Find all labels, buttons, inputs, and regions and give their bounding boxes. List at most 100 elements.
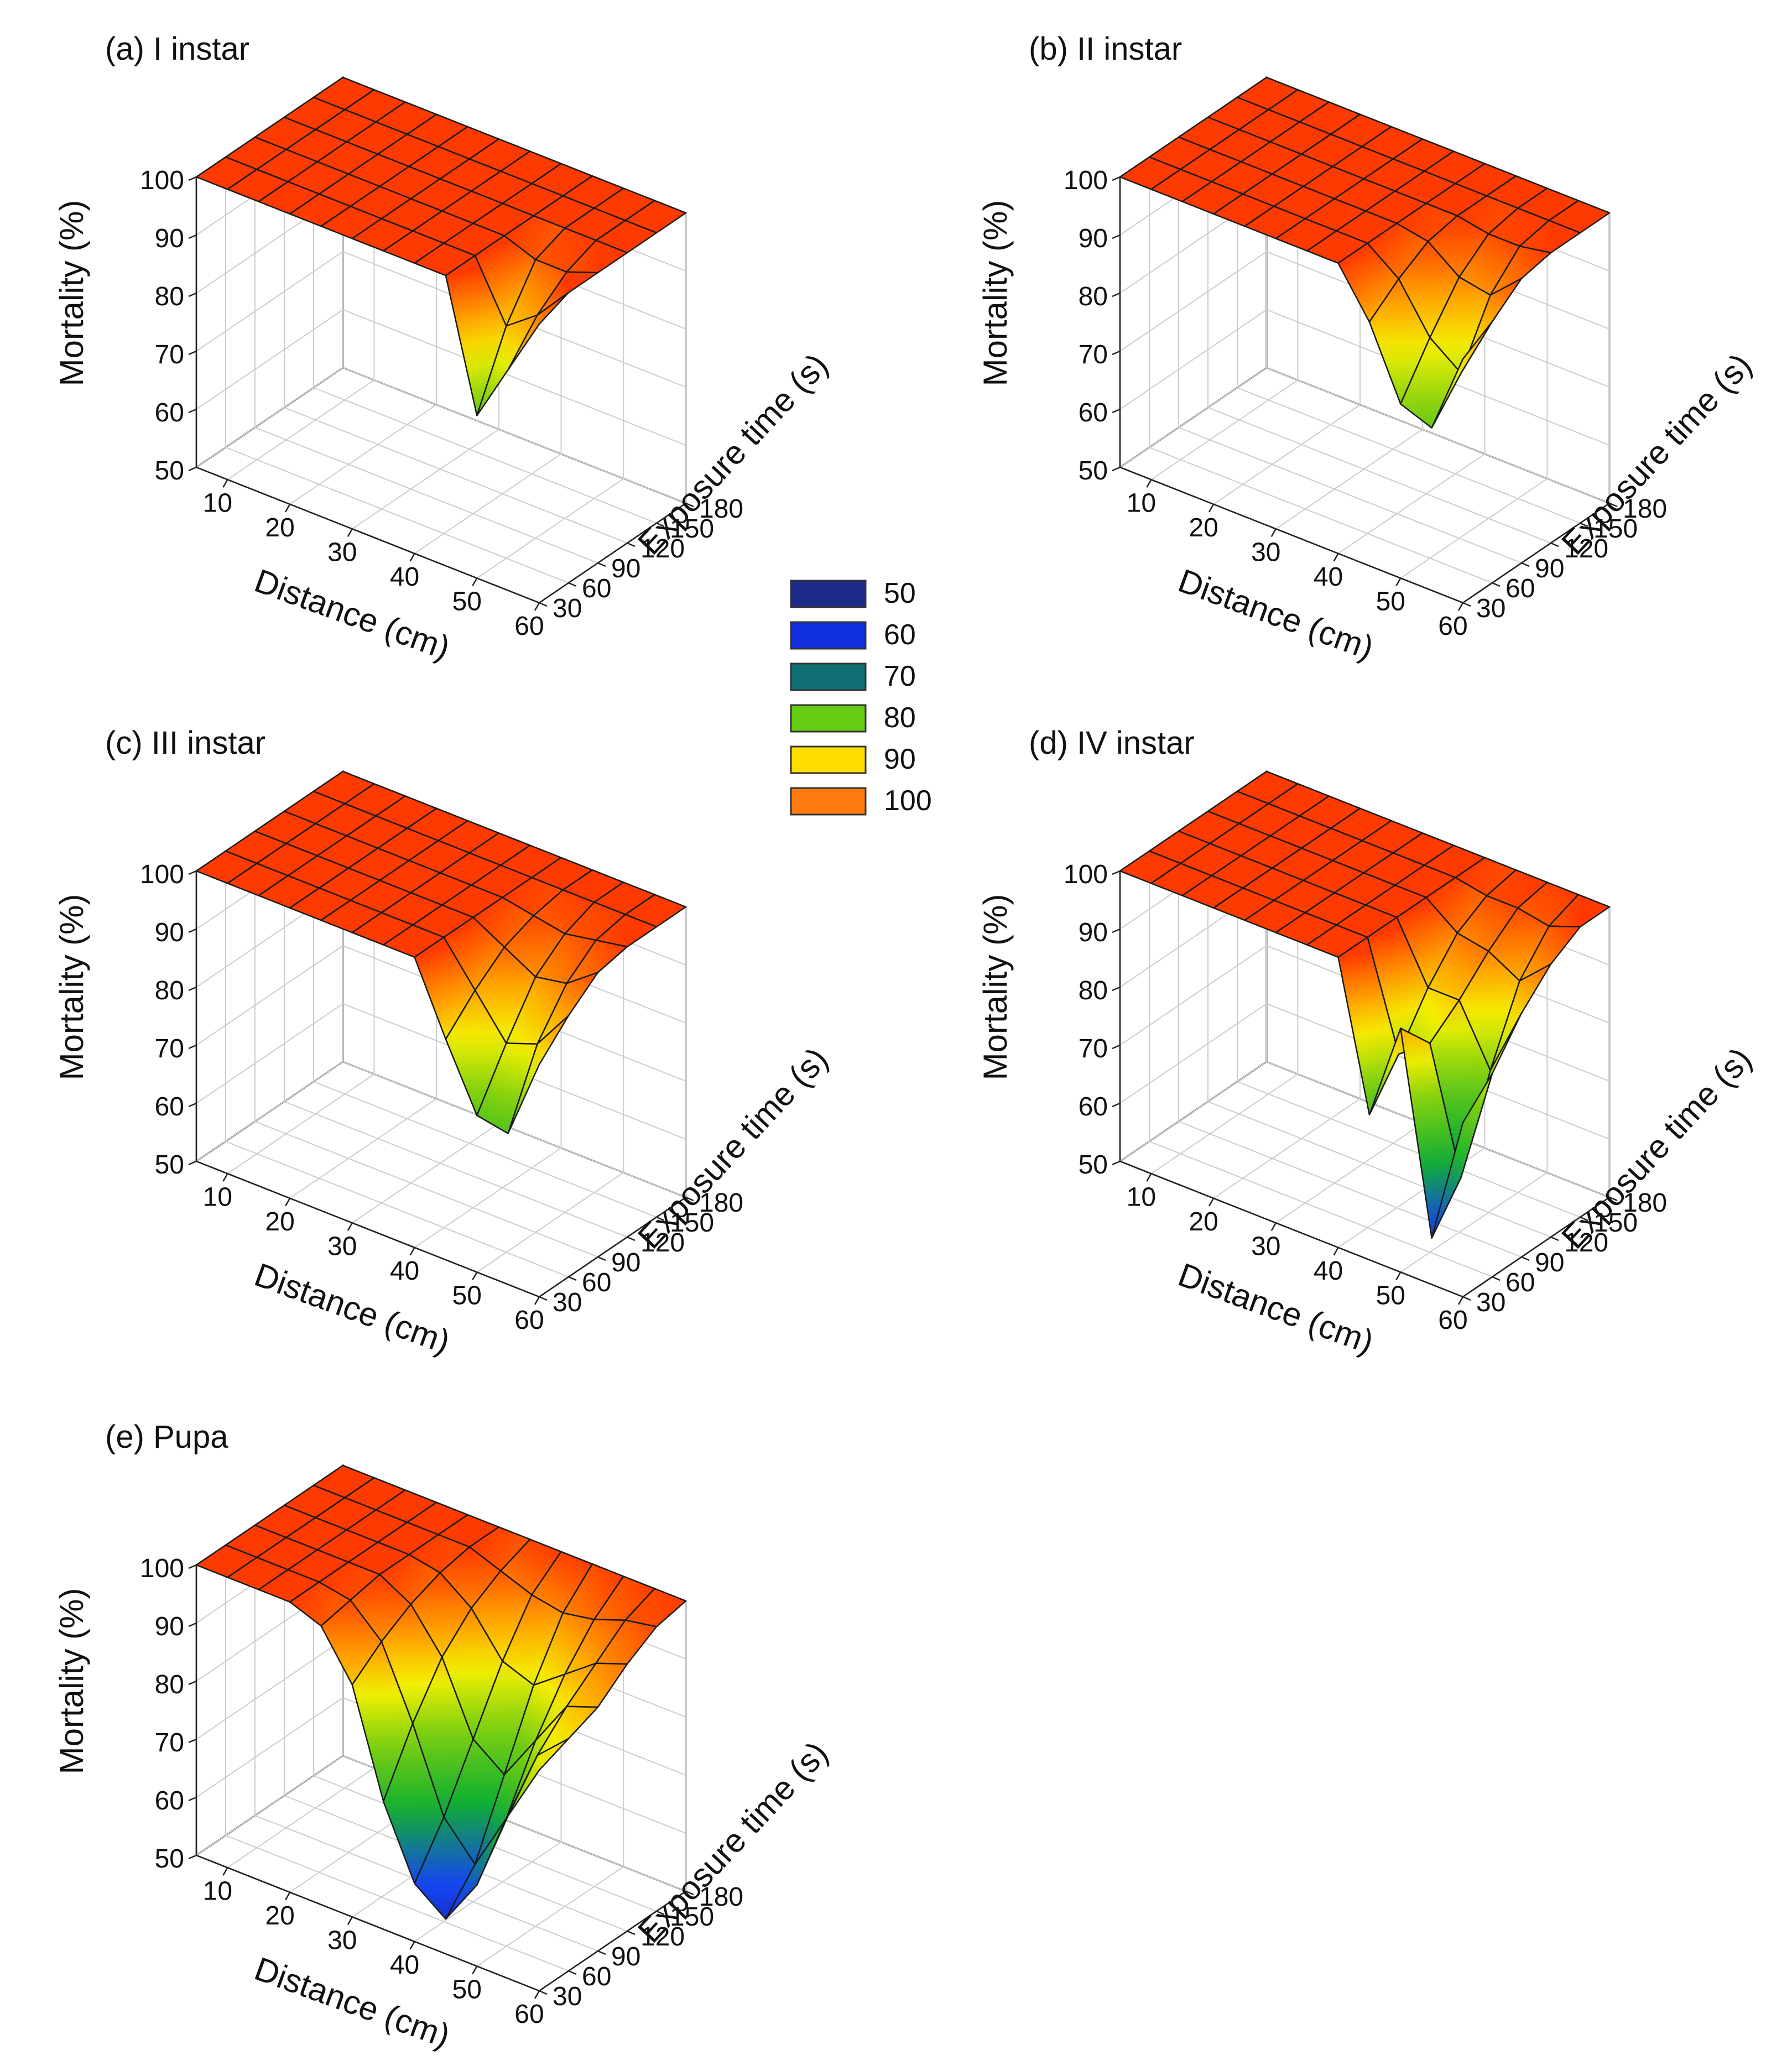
x-tick-label: 10 [203, 1876, 232, 1906]
x-axis-line [196, 466, 540, 604]
z-tick [188, 1102, 197, 1108]
z-tick-label: 50 [155, 456, 184, 486]
z-tick-label: 80 [1079, 976, 1108, 1005]
axes [1119, 177, 1610, 604]
z-tick-label: 70 [1079, 340, 1108, 369]
x-tick-label: 10 [1127, 488, 1156, 518]
y-axis-title: Exposure time (s) [1554, 346, 1759, 562]
z-tick-label: 80 [155, 1670, 184, 1699]
x-tick [1457, 1296, 1464, 1305]
surface [195, 770, 687, 1134]
y-tick-label: 180 [1623, 494, 1667, 524]
x-tick-label: 10 [203, 488, 232, 518]
x-tick [534, 1296, 540, 1305]
y-tick-label: 60 [582, 1268, 611, 1297]
z-tick-label: 50 [1079, 456, 1108, 486]
y-tick [1492, 582, 1501, 587]
x-axis-title: Distance (cm) [250, 1256, 455, 1361]
z-axis-title: Mortality (%) [977, 200, 1014, 387]
x-axis-line [196, 1160, 540, 1298]
x-tick-label: 40 [390, 1950, 419, 1980]
z-tick-label: 50 [1079, 1150, 1108, 1180]
y-axis-title: Exposure time (s) [1554, 1040, 1759, 1256]
x-axis-title: Distance (cm) [1174, 562, 1379, 667]
z-tick-label: 80 [155, 282, 184, 311]
x-tick-label: 60 [514, 612, 544, 641]
y-tick [568, 1276, 577, 1281]
x-tick-label: 40 [390, 562, 419, 592]
x-tick [534, 602, 540, 611]
legend-label-90: 90 [884, 743, 916, 775]
x-tick [409, 553, 415, 562]
x-tick [347, 1916, 353, 1925]
z-tick [188, 870, 197, 875]
z-tick [1112, 466, 1121, 472]
z-tick-label: 90 [155, 224, 184, 253]
panel-d-iv-instar: 5060708090100102030405060306090120150180… [977, 725, 1759, 1361]
surface-cell [507, 1738, 570, 1817]
axes [195, 177, 686, 604]
y-tick-label: 150 [1593, 514, 1638, 544]
legend-label-80: 80 [884, 702, 916, 734]
z-tick-label: 60 [155, 398, 184, 427]
panel-c-iii-instar: 5060708090100102030405060306090120150180… [53, 725, 835, 1361]
legend-swatch-100 [790, 787, 867, 816]
x-axis-title: Distance (cm) [250, 1950, 455, 2055]
z-tick [1112, 986, 1121, 992]
z-axis-title: Mortality (%) [53, 894, 90, 1081]
y-tick [539, 1296, 548, 1301]
z-tick-label: 100 [1064, 860, 1108, 889]
legend-label-60: 60 [884, 619, 916, 651]
y-tick-label: 90 [1535, 1248, 1564, 1277]
legend-label-50: 50 [884, 577, 916, 609]
x-tick [1146, 1173, 1152, 1182]
color-legend: 50 60 70 80 90 100 [790, 577, 932, 817]
x-tick [347, 528, 353, 537]
y-gridline [1178, 831, 1522, 1258]
y-gridline [1178, 137, 1522, 564]
z-tick-label: 100 [140, 860, 184, 889]
z-tick-label: 100 [1064, 166, 1108, 195]
panel-a-i-instar: 5060708090100102030405060306090120150180… [53, 31, 835, 667]
x-tick [472, 1965, 478, 1975]
y-tick [685, 502, 694, 508]
y-tick [656, 1216, 665, 1222]
gridlines [196, 76, 686, 603]
z-tick-label: 90 [155, 1612, 184, 1641]
axes [195, 871, 686, 1298]
z-tick-label: 80 [1079, 282, 1108, 311]
x-tick-label: 30 [1251, 538, 1280, 567]
x-tick-label: 30 [327, 538, 357, 567]
x-tick-label: 50 [452, 587, 482, 616]
y-gridline [1149, 851, 1493, 1277]
surface [195, 76, 687, 416]
x-axis-title: Distance (cm) [1174, 1256, 1379, 1361]
axes [195, 1565, 686, 1992]
z-gridline [1119, 309, 1610, 446]
z-tick [188, 408, 197, 414]
y-tick [1550, 542, 1559, 547]
x-tick-label: 10 [1127, 1182, 1156, 1212]
y-tick-label: 150 [670, 514, 714, 544]
z-tick [188, 1564, 197, 1569]
x-tick-label: 50 [452, 1281, 482, 1310]
x-tick-label: 30 [327, 1926, 357, 1955]
y-tick-label: 90 [1535, 554, 1564, 583]
z-tick [1112, 1160, 1121, 1166]
z-tick [188, 466, 197, 472]
z-tick-label: 60 [1079, 1092, 1108, 1121]
y-tick-label: 120 [640, 534, 685, 564]
y-tick [597, 1950, 606, 1955]
x-tick-label: 40 [1314, 562, 1343, 592]
z-tick [188, 350, 197, 356]
y-axis-line [1462, 502, 1610, 604]
y-tick [568, 582, 577, 587]
z-tick [188, 1160, 197, 1166]
z-tick-label: 50 [155, 1150, 184, 1180]
y-axis-title: Exposure time (s) [631, 1040, 835, 1256]
y-tick-label: 60 [582, 574, 611, 603]
z-axis-title: Mortality (%) [977, 894, 1014, 1081]
y-gridline [284, 811, 628, 1238]
x-axis-line [1119, 466, 1463, 604]
surface-cell [507, 291, 570, 371]
